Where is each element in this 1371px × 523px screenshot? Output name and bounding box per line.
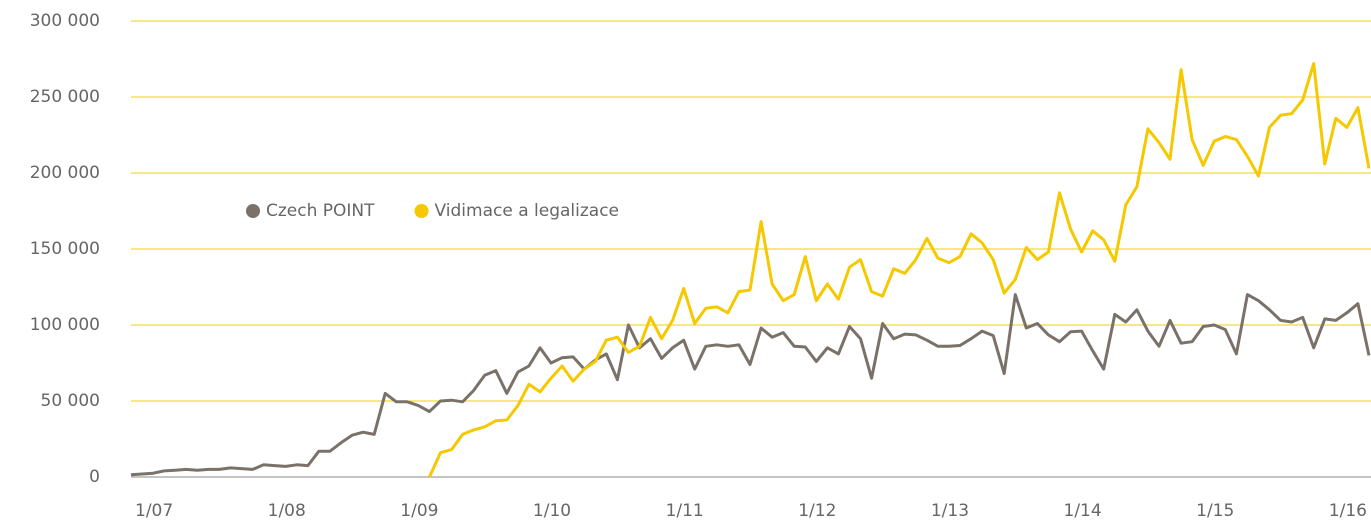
x-tick-label: 1/07 <box>135 501 173 521</box>
legend-label: Vidimace a legalizace <box>435 201 620 221</box>
x-tick-label: 1/15 <box>1196 501 1234 521</box>
y-tick-label: 300 000 <box>30 11 100 31</box>
y-tick-label: 0 <box>89 467 100 487</box>
legend-marker <box>414 204 429 218</box>
y-tick-label: 100 000 <box>30 315 100 335</box>
x-tick-label: 1/16 <box>1329 501 1367 521</box>
series-line <box>130 293 1371 477</box>
legend-label: Czech POINT <box>266 201 375 221</box>
x-tick-label: 1/08 <box>268 501 306 521</box>
x-tick-label: 1/12 <box>798 501 836 521</box>
x-tick-label: 1/09 <box>400 501 438 521</box>
series-line <box>428 62 1371 478</box>
y-tick-label: 150 000 <box>30 239 100 259</box>
y-tick-label: 250 000 <box>30 87 100 107</box>
x-tick-label: 1/13 <box>931 501 969 521</box>
y-tick-label: 50 000 <box>41 391 100 411</box>
x-tick-label: 1/10 <box>533 501 571 521</box>
x-tick-label: 1/11 <box>666 501 704 521</box>
x-tick-label: 1/14 <box>1064 501 1102 521</box>
legend-marker <box>246 204 260 218</box>
y-tick-label: 200 000 <box>30 163 100 183</box>
